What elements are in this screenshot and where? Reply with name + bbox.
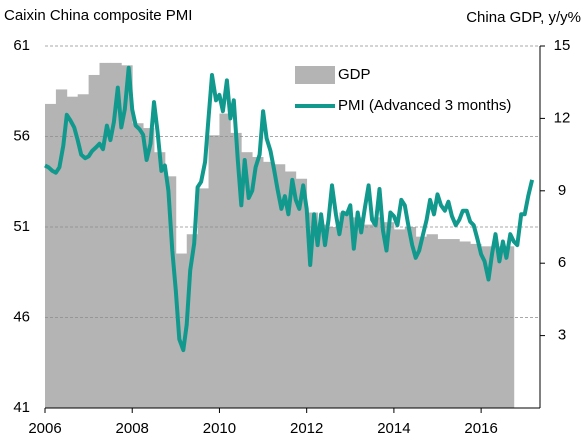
gdp-bar — [284, 171, 297, 408]
gdp-bar — [219, 113, 231, 408]
y-tick-label: 41 — [13, 399, 30, 416]
gdp-bar — [241, 152, 253, 408]
gdp-bar — [175, 253, 188, 408]
chart-title: Caixin China composite PMI — [4, 7, 192, 24]
gdp-bar — [470, 243, 482, 408]
gdp-bar — [502, 246, 515, 408]
gdp-bar — [99, 62, 111, 408]
gdp-bar — [393, 229, 406, 408]
gdp-bar — [77, 94, 90, 409]
gdp-bar — [121, 65, 133, 408]
gdp-bar — [415, 236, 428, 408]
gdp-bar — [448, 239, 460, 408]
gdp-bar — [143, 128, 155, 408]
gdp-bar — [382, 222, 395, 408]
y2-tick-label: 15 — [554, 37, 571, 54]
gdp-bar — [110, 62, 122, 408]
legend-swatch — [295, 66, 335, 84]
gdp-bar — [263, 161, 275, 408]
gdp-bar — [437, 239, 449, 408]
gdp-bar — [132, 123, 144, 408]
gdp-bar — [252, 157, 264, 408]
legend-label: GDP — [338, 66, 371, 83]
x-tick-label: 2014 — [377, 420, 410, 437]
y-tick-label: 51 — [13, 218, 30, 235]
gdp-bar — [350, 217, 362, 408]
legend-label: PMI (Advanced 3 months) — [338, 97, 511, 114]
gdp-bar — [328, 227, 340, 408]
gdp-bar — [426, 234, 438, 408]
gdp-bar — [295, 178, 308, 408]
y2-tick-label: 3 — [558, 327, 566, 344]
x-tick-label: 2016 — [464, 420, 497, 437]
x-tick-label: 2006 — [28, 420, 61, 437]
y-tick-label: 61 — [13, 37, 30, 54]
gdp-bar — [230, 132, 242, 408]
y2-tick-label: 12 — [554, 109, 571, 126]
gdp-bar — [339, 212, 351, 408]
gdp-bar — [66, 96, 79, 409]
gdp-bar — [481, 246, 493, 408]
gdp-bar — [492, 246, 504, 408]
gdp-bar — [45, 103, 57, 409]
gdp-bar — [197, 188, 209, 408]
x-tick-label: 2012 — [290, 420, 323, 437]
gdp-bar — [164, 176, 177, 408]
gdp-bar — [317, 224, 329, 408]
gdp-bar — [186, 234, 199, 408]
x-tick-label: 2010 — [203, 420, 236, 437]
pmi-line — [44, 65, 535, 353]
y2-axis-title: China GDP, y/y% — [466, 9, 581, 26]
gdp-bar — [208, 135, 220, 408]
gdp-bar — [306, 212, 318, 408]
y-tick-label: 56 — [13, 127, 30, 144]
gdp-bar — [459, 241, 471, 408]
y2-tick-label: 6 — [558, 254, 566, 271]
gdp-bar — [154, 152, 166, 408]
y2-tick-label: 9 — [558, 182, 566, 199]
gdp-bar — [361, 224, 373, 408]
gdp-bar — [372, 217, 384, 408]
gdp-bar — [273, 164, 286, 408]
gdp-bar — [88, 74, 100, 409]
x-tick-label: 2008 — [116, 420, 149, 437]
y-tick-label: 46 — [13, 308, 30, 325]
gdp-bar — [55, 89, 68, 408]
